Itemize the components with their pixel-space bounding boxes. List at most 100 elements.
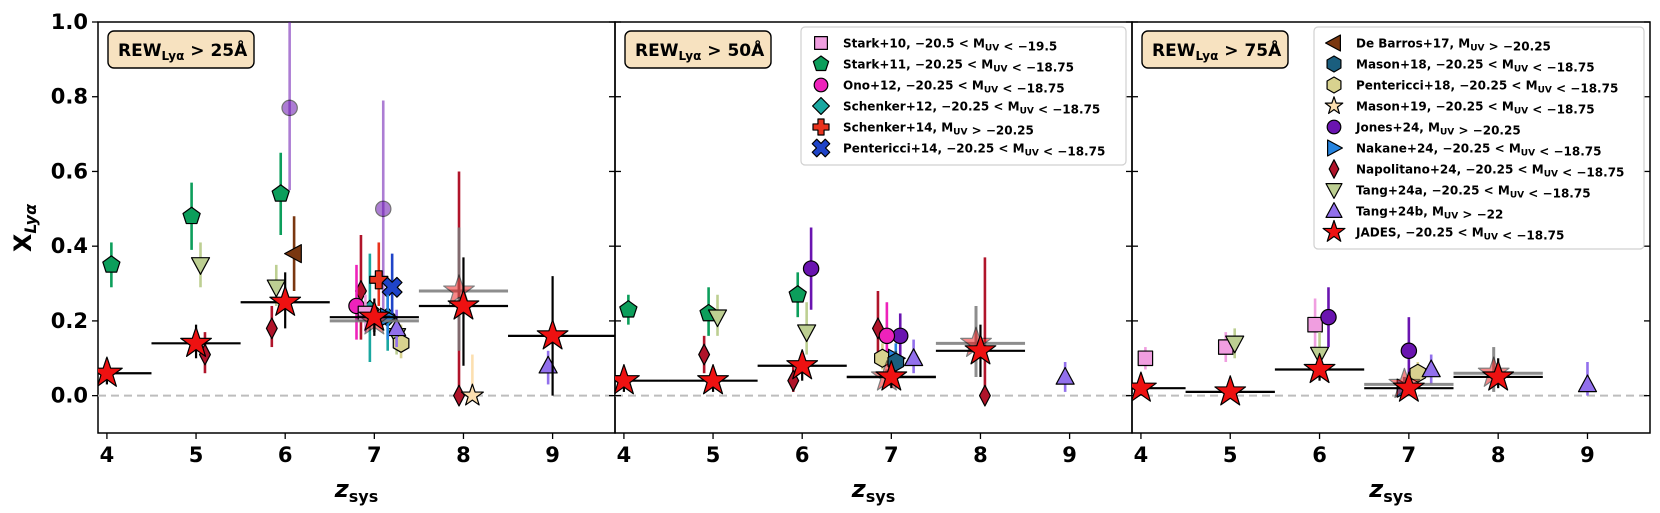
x-axis-label: zsys — [1368, 475, 1412, 506]
x-tick-label: 7 — [367, 443, 382, 467]
ono-12-point — [878, 327, 896, 345]
tang-24a-point — [797, 324, 817, 343]
legend-2: De Barros+17, MUV > −20.25 Mason+18, −20.… — [1313, 26, 1645, 250]
legend-marker — [811, 138, 831, 158]
jones-24-point — [1400, 342, 1418, 360]
legend-marker — [813, 77, 829, 93]
stark-10-point — [1137, 350, 1154, 367]
legend-marker — [1325, 34, 1341, 52]
legend-marker — [1327, 139, 1343, 157]
jades-point — [447, 289, 480, 320]
napolitano-24-point — [698, 343, 711, 366]
x-tick-label: 6 — [795, 443, 810, 467]
tang-24b-point — [1577, 374, 1598, 393]
panel-label-text: REWLyα > 75Å — [1152, 38, 1282, 63]
stark-10-point — [1307, 316, 1323, 333]
jades-point — [786, 349, 819, 380]
x-tick-label: 7 — [1402, 443, 1417, 467]
x-tick-label: 9 — [1580, 443, 1595, 467]
y-tick-label: 1.0 — [51, 10, 88, 34]
jades-point — [615, 363, 640, 395]
y-tick-label: 0.0 — [51, 384, 88, 408]
legend-label: Tang+24b, MUV > −22 — [1356, 205, 1503, 222]
napolitano-24-point — [265, 317, 278, 340]
legend-entry: Nakane+24, −20.25 < MUV < −18.75 — [1327, 139, 1601, 159]
panel-label-text: REWLyα > 25Å — [118, 38, 248, 63]
axis-labels: XLyα — [9, 203, 40, 252]
legend-marker — [1326, 76, 1342, 94]
jades-point — [1214, 375, 1247, 406]
legend-marker — [814, 36, 828, 50]
panels: 4 5 6 7 8 9 0.0 0.2 0.4 0.6 0.8 1.0 zsys REWLyα > 25Å… — [51, 10, 1651, 506]
axes-frame — [97, 21, 616, 434]
legend-label: Jones+24, MUV > −20.25 — [1355, 121, 1521, 138]
axes-frame — [1131, 21, 1651, 434]
x-tick-label: 8 — [1491, 443, 1506, 467]
jones-24-point — [802, 260, 820, 277]
x-tick-label: 4 — [1134, 443, 1149, 467]
y-tick-label: 0.6 — [51, 159, 88, 183]
legend-label: Mason+19, −20.25 < MUV < −18.75 — [1356, 100, 1595, 117]
schenker-14-point — [369, 270, 389, 290]
jones-24-point — [374, 200, 392, 218]
legend-label: Ono+12, −20.25 < MUV < −18.75 — [843, 79, 1065, 96]
legend-label: Pentericci+18, −20.25 < MUV < −18.75 — [1356, 79, 1618, 96]
x-tick-label: 9 — [545, 443, 560, 467]
legend-label: Tang+24a, −20.25 < MUV < −18.75 — [1356, 184, 1591, 201]
jades-point — [1482, 360, 1515, 391]
tang-24b-point — [1055, 366, 1075, 385]
data-layer — [98, 22, 615, 407]
legend-entry: Napolitano+24, −20.25 < MUV < −18.75 — [1328, 159, 1624, 180]
jades-point — [875, 360, 908, 391]
data-layer — [615, 227, 1075, 407]
legend-label: Stark+11, −20.25 < MUV < −18.75 — [843, 58, 1074, 75]
y-tick-label: 0.4 — [51, 234, 88, 258]
jades-point — [358, 300, 391, 331]
legend-entry: Mason+19, −20.25 < MUV < −18.75 — [1324, 96, 1595, 117]
napolitano-24-point — [453, 384, 466, 407]
x-tick-label: 8 — [456, 443, 471, 467]
tang-24a-point — [707, 309, 728, 328]
x-tick-label: 5 — [1223, 443, 1238, 467]
x-tick-label: 7 — [884, 443, 899, 467]
x-tick-label: 6 — [1312, 443, 1327, 467]
x-axis-label: zsys — [334, 475, 378, 506]
legend-entry: Stark+10, −20.5 < MUV < −19.5 — [814, 36, 1057, 54]
jades-point — [1132, 371, 1157, 402]
legend-entry: JADES, −20.25 < MUV < −18.75 — [1322, 219, 1564, 243]
jades-point — [964, 334, 997, 365]
jades-point — [697, 363, 729, 395]
legend-marker — [1325, 202, 1343, 218]
stark-11-point — [788, 285, 807, 303]
panel-label-box: REWLyα > 75Å — [1141, 30, 1289, 69]
legend-marker — [1328, 159, 1340, 179]
panel-2: 4 5 6 7 8 9 zsys REWLyα > 50Å — [614, 21, 1133, 506]
tang-24a-point — [190, 257, 211, 275]
jones-24-point — [1320, 308, 1337, 326]
data-layer — [1132, 287, 1598, 406]
legend-label: Schenker+14, MUV > −20.25 — [843, 121, 1034, 138]
legend-entry: Mason+18, −20.25 < MUV < −18.75 — [1326, 55, 1595, 75]
panel-label-text: REWLyα > 50Å — [635, 38, 765, 63]
legend-frame — [1313, 26, 1645, 250]
legend-entry: Tang+24b, MUV > −22 — [1325, 202, 1503, 222]
legend-marker — [1322, 219, 1346, 242]
legend-entry: Stark+11, −20.25 < MUV < −18.75 — [812, 55, 1074, 75]
legend-marker — [812, 97, 830, 115]
legend-entry: Jones+24, MUV > −20.25 — [1326, 119, 1521, 138]
jades-point — [536, 319, 569, 350]
panel-1: 4 5 6 7 8 9 0.0 0.2 0.4 0.6 0.8 1.0 zsys REWLyα > 25Å — [51, 10, 616, 506]
y-tick-label: 0.2 — [51, 309, 88, 333]
legend-label: Stark+10, −20.5 < MUV < −19.5 — [843, 37, 1057, 54]
legend-label: Schenker+12, −20.25 < MUV < −18.75 — [843, 100, 1100, 117]
legend-1: Stark+10, −20.5 < MUV < −19.5 Stark+11, −… — [800, 26, 1127, 166]
legend-marker — [812, 55, 830, 72]
panel-3: 4 5 6 7 8 9 zsys REWLyα > 75Å — [1131, 21, 1651, 506]
x-tick-label: 9 — [1062, 443, 1077, 467]
legend-label: Pentericci+14, −20.25 < MUV < −18.75 — [843, 142, 1105, 159]
legend-entry: Ono+12, −20.25 < MUV < −18.75 — [813, 77, 1065, 96]
legend-marker — [1325, 183, 1343, 199]
legend-label: De Barros+17, MUV > −20.25 — [1356, 37, 1551, 54]
x-tick-label: 4 — [100, 443, 115, 467]
